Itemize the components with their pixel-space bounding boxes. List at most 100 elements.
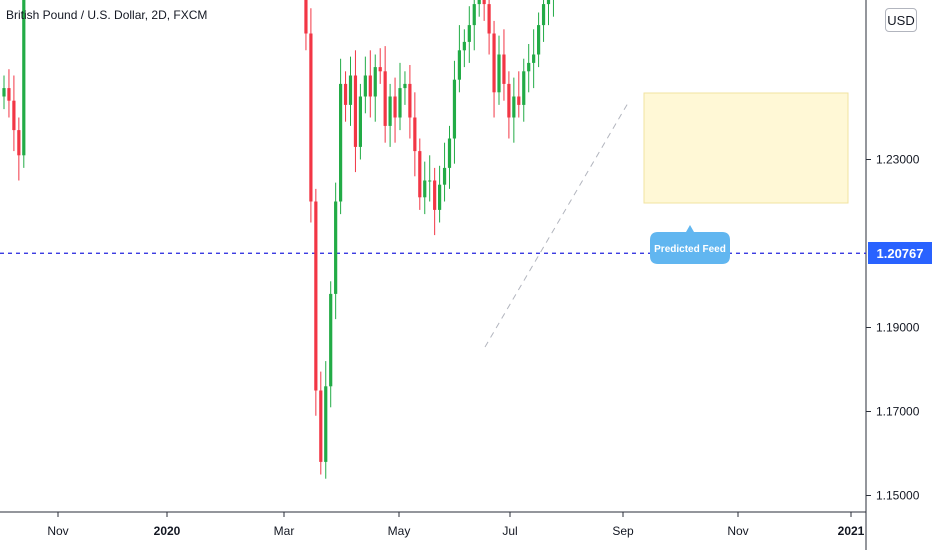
candle — [7, 69, 11, 118]
candle — [343, 71, 348, 122]
candle-body — [413, 117, 417, 152]
candle — [537, 12, 541, 68]
candle-body — [477, 0, 481, 5]
candle — [12, 75, 16, 152]
x-tick-label: Nov — [727, 524, 748, 538]
candle — [512, 77, 516, 143]
currency-button[interactable]: USD — [885, 8, 917, 32]
candle — [368, 50, 372, 118]
candle — [383, 46, 387, 143]
x-tick-label: May — [388, 524, 411, 538]
candle-body — [393, 96, 397, 118]
y-tick-label: 1.19000 — [876, 321, 920, 335]
candle — [319, 371, 323, 475]
symbol-title: British Pound / U.S. Dollar, 2D, FXCM — [6, 8, 208, 22]
candle — [358, 83, 362, 160]
candle-body — [433, 180, 437, 210]
candle-body — [462, 41, 466, 51]
candle — [388, 83, 392, 147]
price-tag: 1.20767 — [868, 242, 932, 265]
candle — [378, 48, 382, 84]
candle — [324, 361, 328, 479]
candle — [413, 92, 417, 177]
candle-body — [527, 62, 531, 72]
candle — [546, 0, 551, 26]
x-tick-label: Sep — [612, 524, 634, 538]
candle-body — [2, 88, 6, 97]
candle-body — [467, 25, 471, 42]
candle-body — [314, 201, 318, 391]
candle-body — [403, 83, 407, 89]
candle-body — [517, 96, 521, 105]
candle — [457, 25, 461, 93]
candle-body — [388, 96, 392, 126]
candle-body — [12, 100, 16, 131]
y-tick-label: 1.17000 — [876, 405, 920, 419]
candle — [502, 29, 506, 101]
candle-body — [482, 0, 486, 5]
x-tick-label: Nov — [47, 524, 68, 538]
candle-body — [418, 151, 422, 198]
candle — [452, 60, 457, 164]
callout-text: Predicted Feed — [654, 244, 726, 255]
x-tick-label: Jul — [502, 524, 517, 538]
x-tick-label: 2020 — [154, 524, 181, 538]
candle — [403, 71, 407, 105]
candle — [527, 44, 531, 93]
plot-area — [0, 0, 866, 512]
candle-body — [22, 0, 26, 156]
candle — [17, 117, 21, 181]
candle-body — [319, 390, 323, 462]
candle — [472, 0, 476, 51]
trend-line — [484, 102, 629, 348]
candle-body — [378, 67, 382, 72]
x-tick-label: Mar — [274, 524, 295, 538]
candle-body — [358, 96, 362, 147]
forecast-zone — [643, 92, 849, 204]
candle — [363, 56, 367, 114]
candle — [447, 125, 452, 189]
candle-body — [447, 138, 452, 168]
candle-body — [546, 0, 551, 5]
candle-body — [363, 75, 367, 97]
candle-body — [492, 33, 496, 93]
candle — [462, 29, 466, 68]
candle — [517, 71, 521, 118]
candle-body — [304, 0, 308, 34]
candle — [423, 161, 427, 215]
candle-body — [368, 75, 372, 97]
candle — [393, 77, 397, 143]
candle-body — [428, 180, 432, 182]
candle-body — [373, 67, 377, 97]
candle — [487, 0, 491, 55]
candle — [433, 167, 437, 236]
y-tick-label: 1.15000 — [876, 489, 920, 503]
candle — [329, 281, 333, 408]
predicted-feed-callout: Predicted Feed — [650, 225, 730, 264]
candle-body — [339, 83, 343, 202]
candle-body — [532, 54, 536, 63]
candle-body — [348, 75, 353, 105]
candle — [418, 138, 422, 210]
candle — [532, 29, 536, 89]
candle — [552, 0, 554, 17]
candle — [522, 58, 526, 122]
candle-body — [423, 180, 427, 198]
candle-body — [398, 88, 402, 118]
candle-body — [438, 184, 442, 210]
candle-body — [442, 167, 447, 185]
candle — [408, 65, 412, 139]
candle-body — [452, 79, 457, 139]
candle-body — [353, 75, 358, 147]
candle-body — [329, 293, 333, 387]
candle — [477, 0, 481, 17]
candle-body — [408, 83, 412, 118]
candle — [334, 182, 338, 320]
candle-body — [383, 71, 387, 126]
candle-body — [7, 88, 11, 101]
candle-body — [512, 96, 516, 118]
candle — [428, 155, 432, 202]
candle — [22, 0, 26, 168]
candle-body — [457, 50, 461, 80]
